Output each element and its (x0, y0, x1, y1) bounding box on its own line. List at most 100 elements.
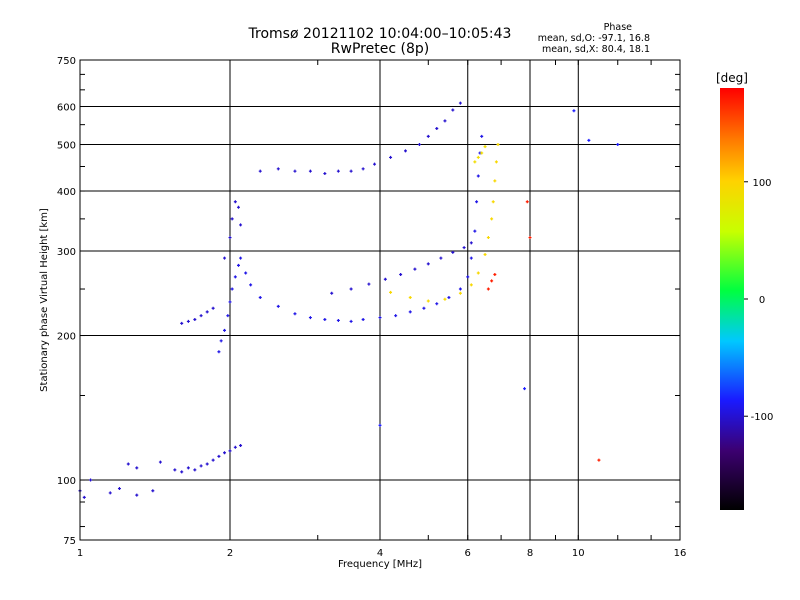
data-point (525, 200, 529, 204)
data-point (293, 312, 297, 316)
data-point (469, 256, 473, 260)
data-point (426, 134, 430, 138)
data-point (349, 287, 353, 291)
data-point (233, 445, 237, 449)
data-point (223, 328, 227, 332)
data-point (426, 299, 430, 303)
data-point (475, 200, 479, 204)
data-point (230, 287, 234, 291)
x-tick-label: 10 (572, 548, 585, 559)
data-point (383, 277, 387, 281)
colorbar-tick-label: 100 (752, 178, 771, 189)
x-tick-label: 4 (377, 548, 383, 559)
y-tick-label: 100 (57, 476, 76, 487)
data-point (230, 217, 234, 221)
data-point (443, 297, 447, 301)
data-point (108, 491, 112, 495)
data-point (361, 167, 365, 171)
data-point (469, 241, 473, 245)
data-point (587, 138, 591, 142)
phase-stats-heading: Phase (603, 22, 632, 33)
data-point (211, 306, 215, 310)
data-point (394, 314, 398, 318)
data-point (490, 279, 494, 283)
x-axis-label: Frequency [MHz] (338, 559, 422, 570)
data-point (373, 162, 377, 166)
x-tick-label: 1 (77, 548, 83, 559)
data-point (323, 172, 327, 176)
data-point (417, 143, 421, 147)
data-point (223, 256, 227, 260)
data-point (422, 306, 426, 310)
data-point (239, 256, 243, 260)
data-point (199, 464, 203, 468)
data-point (173, 468, 177, 472)
data-point (408, 310, 412, 314)
data-point (336, 318, 340, 322)
colorbar-tick-label: -100 (751, 412, 774, 423)
y-tick-label: 500 (57, 141, 76, 152)
data-point (378, 423, 382, 427)
data-point (258, 296, 262, 300)
y-tick-label: 300 (57, 247, 76, 258)
data-point (82, 495, 86, 499)
colorbar-unit-label: [deg] (716, 71, 748, 85)
data-point (158, 460, 162, 464)
data-point (483, 145, 487, 149)
data-point (473, 160, 477, 164)
data-point (193, 468, 197, 472)
data-point (219, 339, 223, 343)
data-point (180, 470, 184, 474)
data-point (367, 282, 371, 286)
data-point (493, 273, 497, 277)
data-points (78, 101, 620, 499)
data-point (480, 151, 484, 155)
data-point (308, 169, 312, 173)
data-point (486, 236, 490, 240)
y-tick-label: 200 (57, 332, 76, 343)
y-tick-label: 75 (63, 536, 76, 547)
data-point (523, 387, 527, 391)
data-point (458, 291, 462, 295)
colorbar-tick-label: 0 (759, 295, 765, 306)
data-point (349, 319, 353, 323)
data-point (476, 155, 480, 159)
data-point (408, 296, 412, 300)
data-point (462, 246, 466, 250)
data-point (426, 262, 430, 266)
data-point (239, 223, 243, 227)
data-point (193, 317, 197, 321)
data-point (233, 275, 237, 279)
data-point (336, 169, 340, 173)
data-point (330, 291, 334, 295)
data-point (451, 108, 455, 112)
data-point (135, 466, 139, 470)
colorbar-gradient (720, 88, 744, 510)
data-point (223, 451, 227, 455)
chart-subtitle: RwPretec (8p) (330, 41, 430, 57)
data-point (258, 169, 262, 173)
x-tick-label: 8 (527, 548, 533, 559)
data-point (476, 174, 480, 178)
data-point (616, 143, 620, 147)
data-point (528, 236, 532, 240)
grid-lines (80, 60, 680, 540)
data-point (403, 149, 407, 153)
data-point (483, 253, 487, 257)
data-point (228, 449, 232, 453)
data-point (249, 283, 253, 287)
phase-stats-o: mean, sd,O: -97.1, 16.8 (537, 33, 650, 44)
data-point (399, 273, 403, 277)
data-point (469, 283, 473, 287)
chart-title: Tromsø 20121102 10:04:00–10:05:43 (248, 26, 512, 42)
data-point (458, 101, 462, 105)
data-point (435, 126, 439, 130)
data-point (443, 119, 447, 123)
data-point (323, 317, 327, 321)
phase-stats: Phase mean, sd,O: -97.1, 16.8 mean, sd,X… (450, 22, 650, 55)
y-tick-label: 600 (57, 103, 76, 114)
data-point (439, 256, 443, 260)
data-point (308, 316, 312, 320)
data-point (126, 462, 130, 466)
data-point (226, 314, 230, 318)
